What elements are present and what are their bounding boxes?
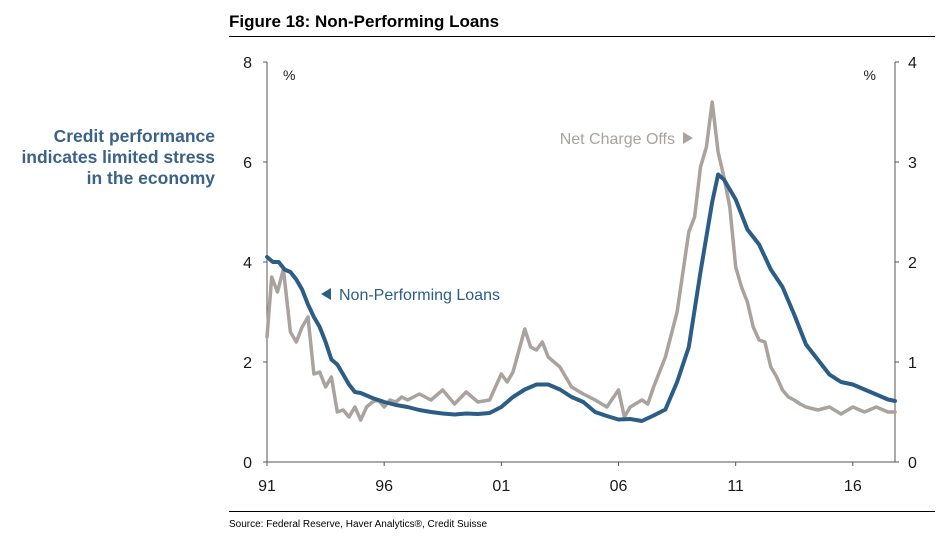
y-right-tick-label: 3 <box>908 155 917 172</box>
y-right-tick-label: 1 <box>908 355 917 372</box>
x-tick-label: 96 <box>375 478 393 495</box>
y-left-tick-label: 2 <box>243 355 252 372</box>
side-note-line-1: Credit performance <box>53 126 215 146</box>
series-non-performing-loans <box>265 172 897 423</box>
y-left-tick-label: 8 <box>243 55 252 72</box>
series-net-charge-offs <box>265 100 897 422</box>
side-note: Credit performance indicates limited str… <box>0 126 215 189</box>
bottom-rule <box>229 511 935 512</box>
side-note-line-2: indicates limited stress <box>21 147 215 167</box>
y-right-tick-label: 2 <box>908 255 917 272</box>
x-tick-label: 01 <box>492 478 510 495</box>
npl-annotation-label: Non-Performing Loans <box>339 287 500 304</box>
y-right-unit: % <box>864 67 876 83</box>
chart-annotations: Non-Performing Loans Net Charge Offs <box>321 131 693 304</box>
y-right-tick-label: 4 <box>908 55 917 72</box>
y-left-tick-label: 4 <box>243 255 252 272</box>
nco-annotation-label: Net Charge Offs <box>560 131 675 148</box>
y-left-tick-label: 6 <box>243 155 252 172</box>
chart-series <box>265 100 897 423</box>
figure-title: Figure 18: Non-Performing Loans <box>229 12 500 31</box>
npl-arrow-icon <box>321 288 331 300</box>
side-note-line-3: in the economy <box>86 168 215 188</box>
nco-arrow-icon <box>683 132 693 144</box>
x-tick-label: 06 <box>610 478 628 495</box>
x-tick-label: 91 <box>258 478 276 495</box>
source-note: Source: Federal Reserve, Haver Analytics… <box>229 519 488 530</box>
y-right-tick-label: 0 <box>908 455 917 472</box>
y-left-tick-label: 0 <box>243 455 252 472</box>
x-tick-label: 11 <box>727 478 744 495</box>
x-tick-label: 16 <box>844 478 862 495</box>
y-left-unit: % <box>283 67 295 83</box>
title-rule <box>229 36 935 37</box>
